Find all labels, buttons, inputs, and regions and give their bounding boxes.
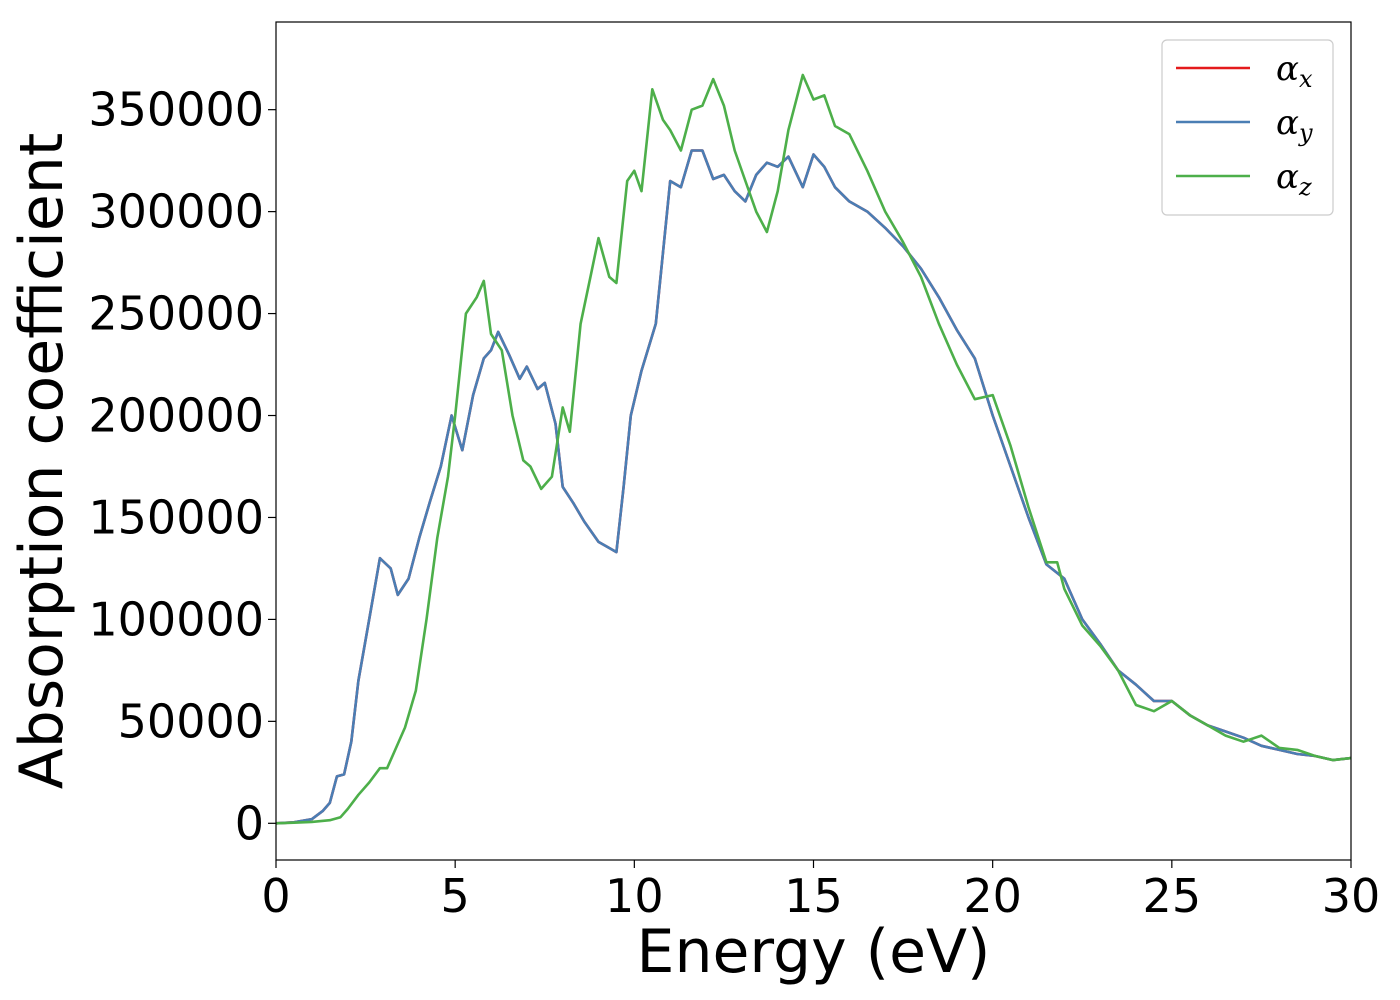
y-tick-label: 50000 [118,694,264,748]
x-tick-label: 10 [605,869,664,923]
x-axis-label: Energy (eV) [637,917,991,987]
x-tick-label: 15 [784,869,843,923]
series-layer [276,73,1351,825]
x-axis: 0 5 10 15 20 25 30 [261,860,1380,923]
y-tick-label: 0 [235,796,264,850]
legend-frame [1161,39,1334,216]
x-tick-label: 0 [261,869,290,923]
x-tick-label: 5 [441,869,470,923]
y-tick-label: 100000 [88,592,264,646]
y-tick-label: 250000 [88,287,264,341]
y-axis: 0 50000 100000 150000 200000 250000 300000 3500… [88,83,276,850]
y-tick-label: 200000 [88,389,264,443]
series-line-z [276,73,1351,825]
x-tick-label: 25 [1143,869,1202,923]
y-tick-label: 350000 [88,83,264,137]
x-tick-label: 20 [963,869,1022,923]
y-axis-label: Absorption coefficient [7,133,77,790]
y-tick-label: 150000 [88,490,264,544]
y-tick-label: 300000 [88,185,264,239]
x-tick-label: 30 [1322,869,1381,923]
